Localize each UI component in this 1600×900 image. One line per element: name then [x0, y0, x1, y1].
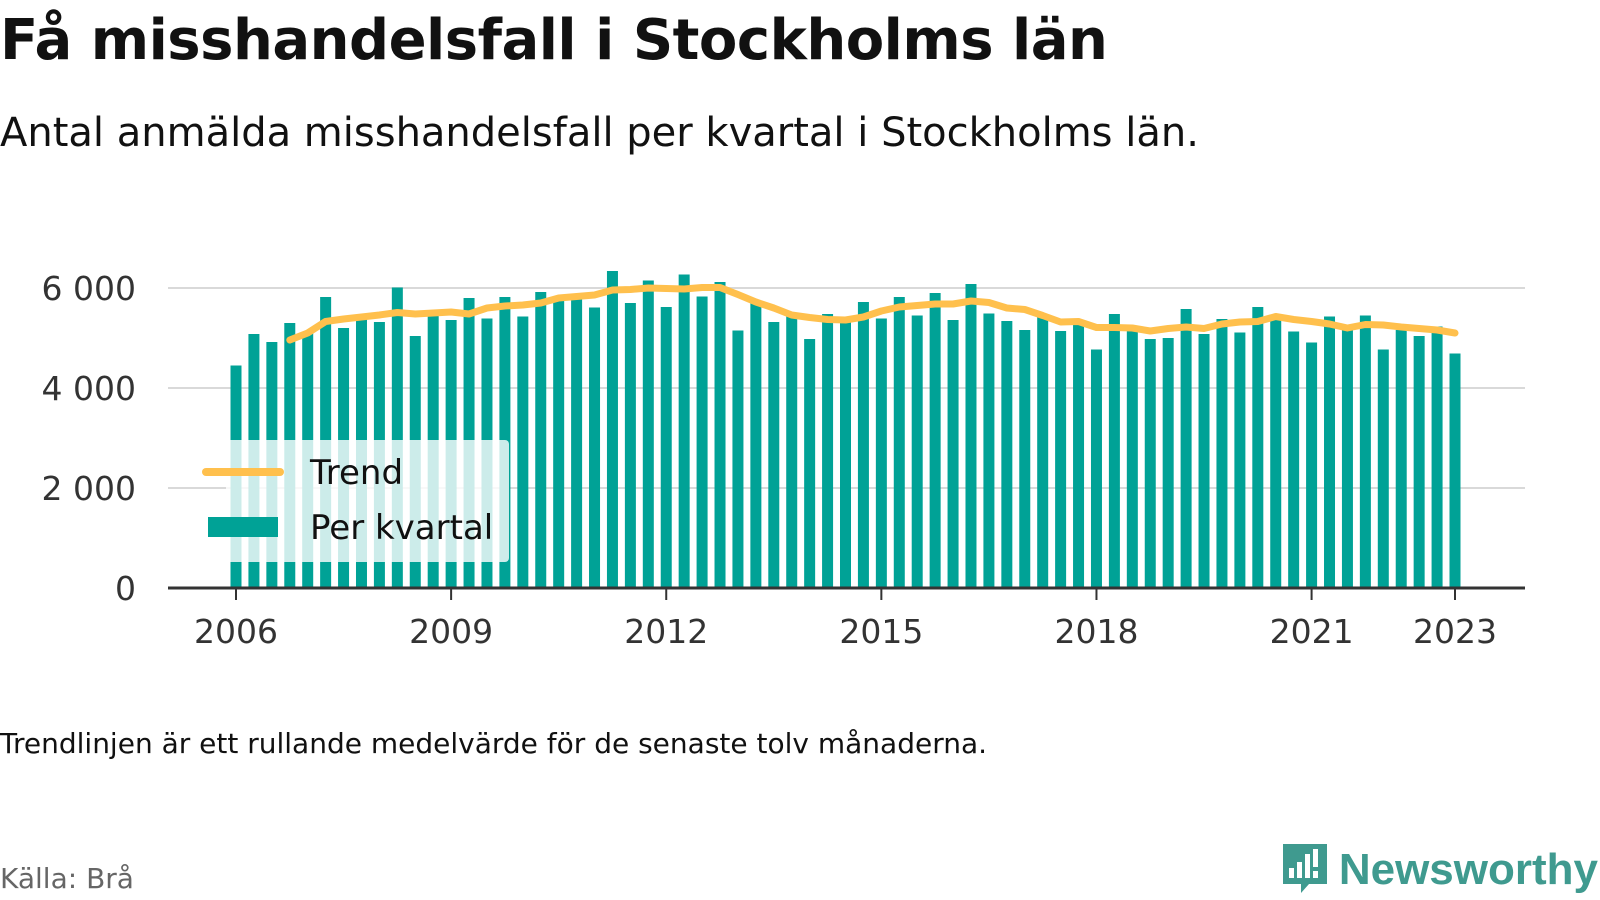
- bar: [1306, 342, 1318, 588]
- bar: [1234, 332, 1246, 588]
- footnote: Trendlinjen är ett rullande medelvärde f…: [0, 727, 988, 760]
- bar: [642, 280, 654, 588]
- source-label: Källa: Brå: [0, 862, 134, 895]
- bar: [1395, 330, 1407, 588]
- x-tick-label: 2015: [839, 612, 923, 651]
- bar: [1324, 316, 1336, 588]
- x-tick-label: 2006: [194, 612, 278, 651]
- bar: [696, 296, 708, 588]
- bar: [1055, 331, 1067, 588]
- bar: [1431, 326, 1443, 588]
- bar: [947, 320, 959, 588]
- legend: Trend Per kvartal: [202, 440, 509, 562]
- trend: [286, 284, 1459, 344]
- bar: [1090, 349, 1102, 588]
- x-tick-label: 2021: [1270, 612, 1354, 651]
- bar: [893, 297, 905, 588]
- legend-bar-swatch: [208, 517, 278, 537]
- trend-line: [286, 284, 1459, 344]
- bar: [768, 322, 780, 588]
- bar: [1198, 334, 1210, 588]
- axes: 0 2 000 4 000 6 000 2006 2009 2012 2015 2018 2021…: [42, 269, 1525, 651]
- bar: [624, 303, 636, 588]
- bar: [1288, 331, 1300, 588]
- bar: [589, 307, 601, 588]
- bar: [840, 320, 851, 588]
- chart-title: Få misshandelsfall i Stockholms län: [0, 8, 1108, 73]
- bar: [1037, 315, 1049, 588]
- bar: [786, 313, 798, 588]
- bar: [571, 298, 583, 588]
- bar: [678, 274, 690, 588]
- bar: [1144, 339, 1156, 588]
- bar: [1180, 309, 1192, 588]
- bar: [517, 316, 529, 588]
- bar: [660, 307, 672, 588]
- chart-subtitle: Antal anmälda misshandelsfall per kvarta…: [0, 110, 1199, 156]
- y-tick-label: 0: [115, 569, 136, 608]
- bar: [732, 330, 744, 588]
- bar: [875, 318, 887, 588]
- legend-bar-label: Per kvartal: [310, 508, 493, 548]
- bar: [1252, 307, 1264, 588]
- bar: [1377, 349, 1389, 588]
- legend-trend-label: Trend: [309, 453, 403, 493]
- newsworthy-logo-icon: [1279, 840, 1331, 900]
- y-tick-label: 2 000: [42, 469, 136, 508]
- bar: [965, 284, 977, 588]
- bar: [1359, 315, 1371, 588]
- bar: [1073, 322, 1085, 588]
- x-tick-label: 2009: [409, 612, 493, 651]
- x-tick-label: 2023: [1413, 612, 1497, 651]
- bar: [553, 296, 565, 588]
- y-tick-label: 6 000: [42, 269, 136, 308]
- legend-background: [226, 440, 509, 562]
- bar: [1001, 321, 1013, 588]
- x-tick-label: 2018: [1054, 612, 1138, 651]
- bar: [391, 287, 403, 588]
- bar: [606, 271, 618, 588]
- bar: [983, 313, 995, 588]
- bar: [535, 292, 547, 588]
- bar: [1126, 330, 1138, 588]
- bar: [804, 339, 816, 588]
- bar: [857, 302, 869, 588]
- bar: [822, 314, 834, 588]
- chart-area: Trend Per kvartal 0 2 000 4 000 6 000 2006 20…: [0, 250, 1600, 670]
- x-tick-label: 2012: [624, 612, 708, 651]
- bar: [750, 302, 762, 588]
- bar: [1162, 338, 1174, 588]
- bar: [1108, 314, 1120, 588]
- bar: [1270, 320, 1282, 588]
- bar: [911, 315, 923, 588]
- y-tick-label: 4 000: [42, 369, 136, 408]
- bar: [1019, 330, 1031, 588]
- bar: [929, 293, 941, 588]
- bar: [1413, 336, 1425, 588]
- bar-chart: Trend Per kvartal 0 2 000 4 000 6 000 2006 20…: [42, 269, 1525, 651]
- bar: [1341, 329, 1353, 588]
- brand-name: Newsworthy: [1338, 845, 1598, 894]
- bar: [1449, 353, 1461, 588]
- bar: [1216, 319, 1228, 588]
- brand-logo: Newsworthy: [1279, 842, 1598, 898]
- bar: [714, 282, 726, 588]
